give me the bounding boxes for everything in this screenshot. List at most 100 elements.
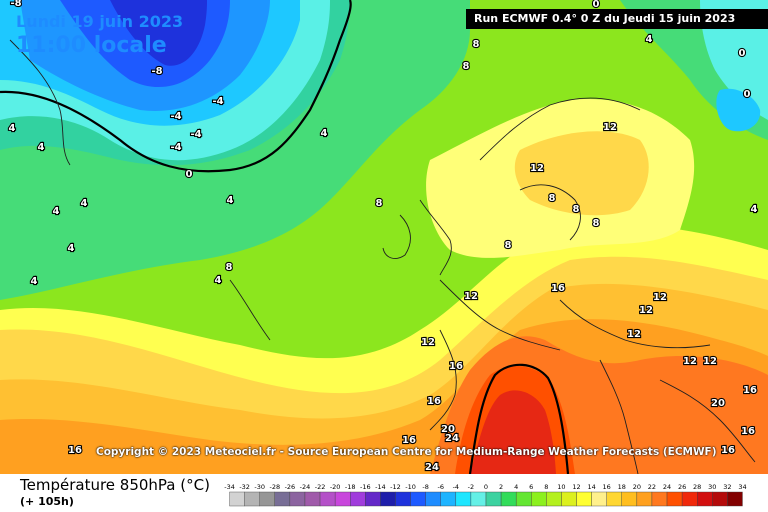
map-value-label: 8 — [463, 61, 470, 72]
map-value-label: 16 — [741, 426, 755, 437]
scale-tick-label: -34 — [224, 483, 235, 491]
coastlines — [9, 39, 756, 474]
scale-tick-label: -4 — [453, 483, 459, 491]
map-value-label: 12 — [683, 356, 697, 367]
scale-swatch — [485, 491, 502, 507]
map-value-label: -8 — [151, 66, 162, 77]
map-value-label: 16 — [449, 361, 463, 372]
scale-tick-label: -6 — [438, 483, 444, 491]
scale-tick-label: 10 — [557, 483, 565, 491]
scale-swatch — [319, 491, 336, 507]
scale-tick-label: 12 — [572, 483, 580, 491]
isotherm-fill-m8 — [110, 0, 207, 66]
map-value-label: 8 — [226, 262, 233, 273]
scale-tick-label: 34 — [738, 483, 746, 491]
scale-swatch — [365, 491, 381, 507]
scale-swatch — [425, 491, 441, 507]
map-value-label: 8 — [593, 218, 600, 229]
scale-tick-label: 18 — [618, 483, 626, 491]
map-value-label: 12 — [421, 337, 435, 348]
map-value-label: 8 — [376, 198, 383, 209]
scale-tick-label: -24 — [300, 483, 311, 491]
scale-tick-label: 16 — [603, 483, 611, 491]
map-value-label: 16 — [427, 396, 441, 407]
scale-tick-label: 8 — [544, 483, 548, 491]
scale-tick-label: 6 — [529, 483, 533, 491]
map-value-label: 12 — [464, 291, 478, 302]
scale-swatch — [727, 491, 743, 507]
map-value-label: 24 — [445, 433, 459, 444]
scale-tick-label: -10 — [405, 483, 416, 491]
scale-tick-label: 26 — [678, 483, 686, 491]
scale-tick-label: 20 — [633, 483, 641, 491]
scale-swatch — [591, 491, 607, 507]
scale-swatch — [274, 491, 291, 507]
map-value-label: 16 — [721, 445, 735, 456]
isotherm-fill-24 — [470, 390, 556, 474]
map-value-label: 4 — [68, 243, 75, 254]
scale-tick-label: 0 — [484, 483, 488, 491]
scale-tick-label: 22 — [648, 483, 656, 491]
forecast-time: 11:00 locale — [16, 33, 167, 58]
map-value-label: 16 — [68, 445, 82, 456]
scale-swatch — [259, 491, 276, 507]
scale-tick-label: -32 — [239, 483, 250, 491]
scale-tick-label: 24 — [663, 483, 671, 491]
scale-tick-label: -28 — [269, 483, 280, 491]
map-value-label: 12 — [627, 329, 641, 340]
scale-swatch — [304, 491, 321, 507]
map-value-label: 0 — [739, 48, 746, 59]
map-value-label: -4 — [170, 111, 181, 122]
scale-swatch — [712, 491, 728, 507]
map-value-label: 4 — [751, 204, 758, 215]
map-value-label: 4 — [31, 276, 38, 287]
scale-swatch — [350, 491, 366, 507]
map-value-label: 4 — [9, 123, 16, 134]
isotherm-line-20 — [468, 363, 570, 474]
scale-swatch — [681, 491, 698, 507]
scale-swatch — [395, 491, 411, 507]
legend-subtitle: (+ 105h) — [20, 495, 74, 508]
map-value-label: -4 — [190, 129, 201, 140]
scale-swatch — [334, 491, 351, 507]
map-value-label: 4 — [53, 206, 60, 217]
map-value-label: 0 — [593, 0, 600, 10]
scale-tick-label: 4 — [514, 483, 518, 491]
scale-swatch — [561, 491, 577, 507]
forecast-date: Lundi 19 juin 2023 — [16, 12, 184, 31]
map-value-label: -4 — [212, 96, 223, 107]
isotherm-line-0 — [0, 0, 352, 173]
map-value-label: 0 — [744, 89, 751, 100]
scale-swatch — [651, 491, 668, 507]
map-value-label: 4 — [321, 128, 328, 139]
scale-tick-label: -2 — [468, 483, 474, 491]
map-value-label: 8 — [573, 204, 580, 215]
scale-tick-label: 30 — [708, 483, 716, 491]
scale-swatch — [606, 491, 622, 507]
scale-tick-label: 28 — [693, 483, 701, 491]
scale-tick-label: -12 — [390, 483, 401, 491]
map-value-label: 12 — [653, 292, 667, 303]
map-value-label: 8 — [505, 240, 512, 251]
temperature-color-scale: -34 -32 -30 -28 -26 -24 -22 -20 -18 -16 -14 -12 -10-… — [224, 483, 747, 507]
scale-tick-label: 14 — [587, 483, 595, 491]
scale-swatch — [576, 491, 592, 507]
scale-swatch — [440, 491, 457, 507]
map-value-label: 24 — [425, 462, 439, 473]
scale-tick-label: 2 — [499, 483, 503, 491]
map-value-label: 4 — [38, 142, 45, 153]
isotherm-fill-ne-m2 — [716, 88, 761, 132]
map-value-label: 4 — [227, 195, 234, 206]
scale-tick-label: -18 — [345, 483, 356, 491]
map-value-label: -4 — [170, 142, 181, 153]
scale-tick-label: -14 — [375, 483, 386, 491]
temperature-map: -8-8-4-4-4-40000444444444448888888812121… — [0, 0, 768, 474]
legend-title: Température 850hPa (°C) — [20, 476, 210, 494]
isotherm-fill-ne-0 — [700, 0, 768, 120]
map-value-label: 16 — [402, 435, 416, 446]
map-value-label: 16 — [551, 283, 565, 294]
scale-swatch — [244, 491, 260, 507]
scale-swatch — [455, 491, 472, 507]
scale-swatch — [380, 491, 396, 507]
scale-tick-label: 32 — [723, 483, 731, 491]
